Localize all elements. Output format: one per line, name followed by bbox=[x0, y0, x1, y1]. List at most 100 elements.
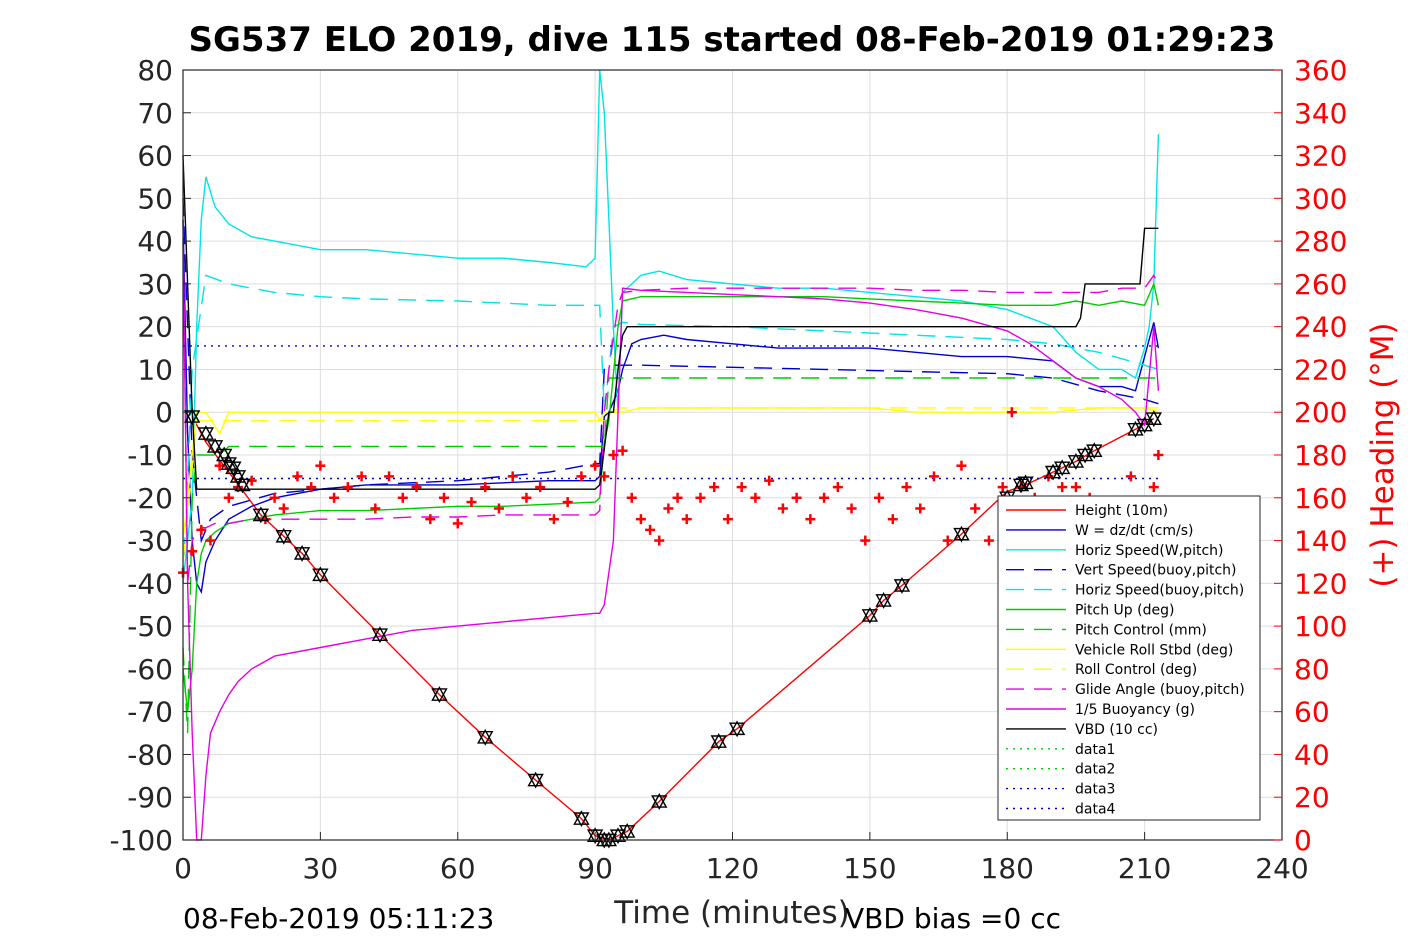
depth-marker bbox=[1017, 474, 1034, 492]
heading-point bbox=[887, 514, 898, 525]
heading-point bbox=[654, 535, 665, 546]
legend: Height (10m) W = dz/dt (cm/s) Horiz Speed(… bbox=[997, 495, 1261, 821]
y-tick-label: 80 bbox=[137, 54, 173, 87]
heading-point bbox=[635, 514, 646, 525]
heading-point bbox=[205, 535, 216, 546]
legend-label: 1/5 Buoyancy (g) bbox=[1075, 702, 1195, 718]
legend-label: Height (10m) bbox=[1075, 503, 1168, 519]
depth-marker bbox=[710, 733, 727, 751]
depth-marker bbox=[953, 525, 970, 543]
depth-marker bbox=[225, 459, 242, 477]
depth-marker bbox=[1054, 459, 1071, 477]
right-tick-label: 0 bbox=[1294, 824, 1312, 857]
heading-point bbox=[645, 524, 656, 535]
depth-markers bbox=[183, 408, 1162, 849]
y-tick-label: -10 bbox=[127, 439, 173, 472]
right-tick-label: 120 bbox=[1294, 567, 1347, 600]
depth-marker bbox=[861, 606, 879, 624]
y-tick-label: 60 bbox=[137, 140, 173, 173]
series-line-11 bbox=[182, 155, 1159, 490]
y-tick-label: 10 bbox=[137, 353, 173, 386]
heading-point bbox=[397, 492, 408, 503]
heading-point bbox=[315, 460, 326, 471]
heading-point bbox=[901, 482, 912, 493]
heading-point bbox=[535, 482, 546, 493]
right-tick-label: 140 bbox=[1294, 525, 1347, 558]
heading-point bbox=[1153, 450, 1164, 460]
y-tick-label: -70 bbox=[127, 696, 173, 729]
x-tick-label: 60 bbox=[440, 852, 476, 885]
y-tick-label: -40 bbox=[127, 567, 173, 600]
legend-label: data4 bbox=[1075, 802, 1116, 818]
heading-markers bbox=[178, 407, 1164, 578]
depth-marker bbox=[229, 467, 247, 485]
heading-point bbox=[956, 460, 967, 471]
heading-point bbox=[663, 503, 674, 514]
depth-marker bbox=[1086, 442, 1103, 460]
legend-label: data3 bbox=[1075, 782, 1115, 798]
heading-point bbox=[832, 482, 843, 493]
right-tick-label: 340 bbox=[1294, 97, 1347, 130]
heading-point bbox=[576, 471, 587, 482]
heading-point bbox=[1148, 482, 1159, 493]
y-tick-label: 70 bbox=[137, 97, 173, 130]
legend-label: Vert Speed(buoy,pitch) bbox=[1075, 563, 1237, 579]
heading-point bbox=[278, 503, 289, 514]
right-tick-label: 300 bbox=[1294, 182, 1347, 215]
right-tick-label: 220 bbox=[1294, 353, 1347, 386]
depth-marker bbox=[651, 793, 668, 810]
heading-point bbox=[681, 514, 692, 525]
heading-point bbox=[997, 482, 1008, 493]
heading-point bbox=[928, 471, 939, 482]
heading-point bbox=[466, 497, 477, 508]
heading-point bbox=[599, 471, 610, 482]
depth-marker bbox=[275, 527, 292, 545]
series-line-10 bbox=[182, 241, 1160, 841]
depth-marker bbox=[234, 476, 251, 494]
heading-point bbox=[452, 518, 463, 529]
legend-label: Vehicle Roll Stbd (deg) bbox=[1075, 642, 1233, 658]
footer-timestamp: 08-Feb-2019 05:11:23 bbox=[183, 902, 494, 935]
depth-marker bbox=[206, 438, 224, 455]
heading-point bbox=[521, 492, 532, 503]
heading-point bbox=[874, 492, 885, 503]
x-axis-label: Time (minutes) bbox=[613, 895, 849, 931]
series-line-7 bbox=[182, 407, 1159, 541]
heading-point bbox=[1057, 482, 1068, 493]
right-tick-label: 180 bbox=[1294, 439, 1347, 472]
heading-point bbox=[356, 471, 367, 482]
y-tick-label: 0 bbox=[155, 396, 173, 429]
heading-point bbox=[709, 482, 720, 493]
heading-point bbox=[507, 471, 518, 482]
y-tick-label: -90 bbox=[127, 781, 173, 814]
heading-point bbox=[626, 492, 637, 503]
x-tick-label: 210 bbox=[1118, 852, 1171, 885]
heading-point bbox=[187, 546, 198, 557]
heading-point bbox=[942, 535, 953, 546]
heading-point bbox=[695, 492, 706, 503]
heading-point bbox=[819, 492, 830, 503]
depth-marker bbox=[1145, 410, 1162, 428]
heading-point bbox=[548, 514, 559, 525]
depth-marker bbox=[371, 626, 389, 644]
x-tick-label: 120 bbox=[706, 852, 759, 885]
heading-point bbox=[370, 503, 381, 514]
heading-point bbox=[1006, 407, 1017, 418]
y-tick-label: -50 bbox=[127, 610, 173, 643]
depth-marker bbox=[477, 728, 494, 746]
heading-point bbox=[805, 514, 816, 525]
depth-marker bbox=[431, 686, 448, 703]
x-tick-label: 0 bbox=[174, 852, 192, 885]
right-tick-label: 100 bbox=[1294, 610, 1347, 643]
x-tick-label: 90 bbox=[577, 852, 613, 885]
right-tick-label: 200 bbox=[1294, 396, 1347, 429]
depth-marker bbox=[293, 544, 311, 562]
heading-point bbox=[860, 535, 871, 546]
legend-label: W = dz/dt (cm/s) bbox=[1075, 523, 1194, 539]
x-tick-label: 180 bbox=[981, 852, 1034, 885]
heading-point bbox=[736, 482, 747, 493]
legend-label: Roll Control (deg) bbox=[1075, 662, 1197, 678]
heading-point bbox=[915, 503, 926, 514]
heading-point bbox=[306, 482, 317, 493]
